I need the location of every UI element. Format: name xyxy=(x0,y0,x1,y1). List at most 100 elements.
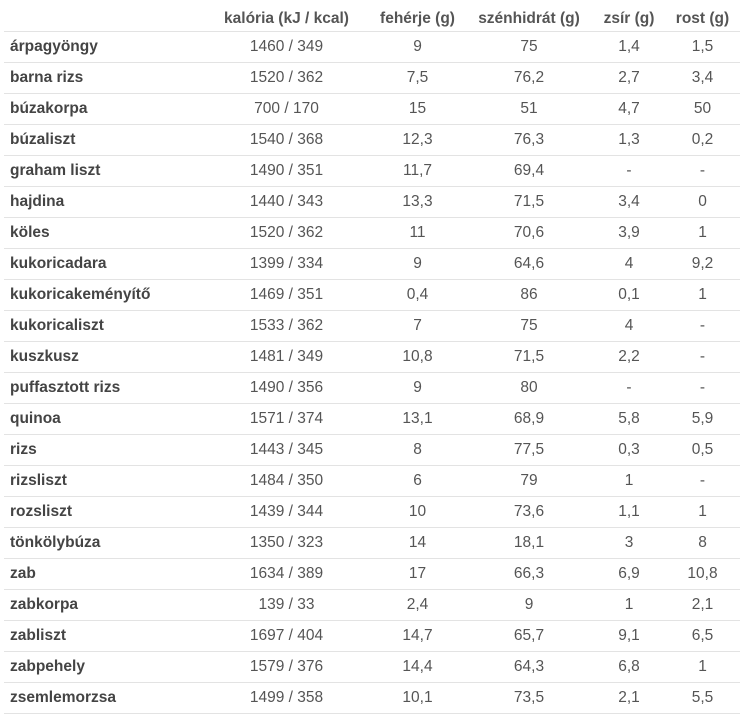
calories-cell: 1579 / 376 xyxy=(203,651,370,683)
calories-cell: 1440 / 343 xyxy=(203,186,370,218)
fat-cell: 1,3 xyxy=(593,124,665,156)
table-row: zabkorpa 139 / 33 2,4 9 1 2,1 xyxy=(4,589,740,621)
calories-cell: 1490 / 356 xyxy=(203,372,370,404)
carbohydrate-cell: 9 xyxy=(465,589,593,621)
carbohydrate-cell: 86 xyxy=(465,279,593,311)
table-row: rizsliszt 1484 / 350 6 79 1- xyxy=(4,465,740,497)
calories-cell: 1484 / 350 xyxy=(203,465,370,497)
protein-cell: 9 xyxy=(370,372,465,404)
protein-cell: 17 xyxy=(370,558,465,590)
protein-cell: 7 xyxy=(370,310,465,342)
carbohydrate-cell: 18,1 xyxy=(465,527,593,559)
fat-cell: - xyxy=(593,372,665,404)
fat-cell: 4,7 xyxy=(593,93,665,125)
table-row: rozsliszt 1439 / 344 10 73,6 1,1 1 xyxy=(4,496,740,528)
table-row: puffasztott rizs 1490 / 356 9 80- - xyxy=(4,372,740,404)
calories-cell: 1443 / 345 xyxy=(203,434,370,466)
fiber-cell: 8 xyxy=(665,527,740,559)
table-row: zsemlemorzsa 1499 / 358 10,1 73,5 2,1 5,5 xyxy=(4,682,740,714)
food-name-cell: árpagyöngy xyxy=(4,31,203,63)
table-header: kalória (kJ / kcal) fehérje (g) szénhidr… xyxy=(4,6,740,32)
protein-cell: 10,1 xyxy=(370,682,465,714)
table-row: graham liszt 1490 / 351 11,7 69,4- - xyxy=(4,155,740,187)
table-row: kukoricakeményítő 1469 / 351 0,4 86 0,1 1 xyxy=(4,279,740,311)
fat-cell: 1 xyxy=(593,589,665,621)
fiber-cell: 1,5 xyxy=(665,31,740,63)
carbohydrate-cell: 51 xyxy=(465,93,593,125)
fat-cell: 2,2 xyxy=(593,341,665,373)
carbohydrate-cell: 64,3 xyxy=(465,651,593,683)
calories-cell: 1520 / 362 xyxy=(203,217,370,249)
carbohydrate-cell: 75 xyxy=(465,31,593,63)
fat-cell: 2,1 xyxy=(593,682,665,714)
header-food xyxy=(4,6,203,32)
table-row: tönkölybúza 1350 / 323 14 18,1 3 8 xyxy=(4,527,740,559)
calories-cell: 1697 / 404 xyxy=(203,620,370,652)
carbohydrate-cell: 65,7 xyxy=(465,620,593,652)
fiber-cell: 0,5 xyxy=(665,434,740,466)
fiber-cell: 1 xyxy=(665,217,740,249)
food-name-cell: zabpehely xyxy=(4,651,203,683)
fiber-cell: - xyxy=(665,155,740,187)
protein-cell: 6 xyxy=(370,465,465,497)
table-row: zabliszt 1697 / 404 14,7 65,7 9,1 6,5 xyxy=(4,620,740,652)
fat-cell: 6,8 xyxy=(593,651,665,683)
fat-cell: 1 xyxy=(593,465,665,497)
carbohydrate-cell: 76,2 xyxy=(465,62,593,94)
table-row: barna rizs 1520 / 362 7,5 76,2 2,7 3,4 xyxy=(4,62,740,94)
food-name-cell: zabliszt xyxy=(4,620,203,652)
header-carbohydrate: szénhidrát (g) xyxy=(465,6,593,32)
fat-cell: 1,1 xyxy=(593,496,665,528)
calories-cell: 1499 / 358 xyxy=(203,682,370,714)
calories-cell: 1490 / 351 xyxy=(203,155,370,187)
calories-cell: 700 / 170 xyxy=(203,93,370,125)
calories-cell: 1634 / 389 xyxy=(203,558,370,590)
fat-cell: 5,8 xyxy=(593,403,665,435)
fiber-cell: 0 xyxy=(665,186,740,218)
fiber-cell: 3,4 xyxy=(665,62,740,94)
fiber-cell: - xyxy=(665,310,740,342)
carbohydrate-cell: 69,4 xyxy=(465,155,593,187)
carbohydrate-cell: 70,6 xyxy=(465,217,593,249)
food-name-cell: búzakorpa xyxy=(4,93,203,125)
calories-cell: 1439 / 344 xyxy=(203,496,370,528)
fat-cell: 0,3 xyxy=(593,434,665,466)
food-name-cell: kukoricadara xyxy=(4,248,203,280)
table-row: zabpehely 1579 / 376 14,4 64,3 6,8 1 xyxy=(4,651,740,683)
table-row: rizs 1443 / 345 8 77,5 0,3 0,5 xyxy=(4,434,740,466)
table-row: kukoricaliszt 1533 / 362 7 75 4- xyxy=(4,310,740,342)
food-name-cell: rizs xyxy=(4,434,203,466)
fiber-cell: 0,2 xyxy=(665,124,740,156)
table-row: hajdina 1440 / 343 13,3 71,5 3,4 0 xyxy=(4,186,740,218)
table-row: kukoricadara 1399 / 334 9 64,6 4 9,2 xyxy=(4,248,740,280)
fat-cell: 0,1 xyxy=(593,279,665,311)
food-name-cell: graham liszt xyxy=(4,155,203,187)
protein-cell: 0,4 xyxy=(370,279,465,311)
calories-cell: 1469 / 351 xyxy=(203,279,370,311)
food-name-cell: rozsliszt xyxy=(4,496,203,528)
calories-cell: 1571 / 374 xyxy=(203,403,370,435)
calories-cell: 1520 / 362 xyxy=(203,62,370,94)
calories-cell: 139 / 33 xyxy=(203,589,370,621)
fat-cell: 6,9 xyxy=(593,558,665,590)
food-name-cell: rizsliszt xyxy=(4,465,203,497)
food-name-cell: búzaliszt xyxy=(4,124,203,156)
fiber-cell: 6,5 xyxy=(665,620,740,652)
calories-cell: 1540 / 368 xyxy=(203,124,370,156)
fiber-cell: - xyxy=(665,372,740,404)
food-name-cell: kukoricakeményítő xyxy=(4,279,203,311)
carbohydrate-cell: 73,5 xyxy=(465,682,593,714)
header-calories: kalória (kJ / kcal) xyxy=(203,6,370,32)
fat-cell: 3 xyxy=(593,527,665,559)
protein-cell: 12,3 xyxy=(370,124,465,156)
table-row: búzaliszt 1540 / 368 12,3 76,3 1,3 0,2 xyxy=(4,124,740,156)
fat-cell: 2,7 xyxy=(593,62,665,94)
fiber-cell: 50 xyxy=(665,93,740,125)
fat-cell: 3,9 xyxy=(593,217,665,249)
calories-cell: 1481 / 349 xyxy=(203,341,370,373)
protein-cell: 2,4 xyxy=(370,589,465,621)
table-body: árpagyöngy 1460 / 349 9 75 1,4 1,5 barna rizs 1… xyxy=(4,31,740,714)
food-name-cell: kuszkusz xyxy=(4,341,203,373)
carbohydrate-cell: 76,3 xyxy=(465,124,593,156)
food-name-cell: zabkorpa xyxy=(4,589,203,621)
